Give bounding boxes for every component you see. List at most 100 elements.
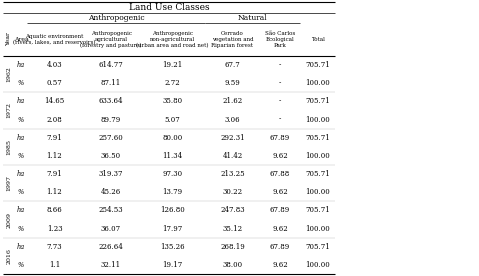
Text: 213.25: 213.25 — [220, 170, 245, 178]
Text: 247.83: 247.83 — [220, 206, 245, 214]
Text: 1.23: 1.23 — [46, 225, 62, 233]
Text: 9.62: 9.62 — [272, 261, 288, 269]
Text: 1.1: 1.1 — [49, 261, 60, 269]
Text: 32.11: 32.11 — [101, 261, 121, 269]
Text: Year: Year — [7, 33, 11, 46]
Text: 1985: 1985 — [7, 139, 11, 155]
Text: Anthropogenic
non-agricultural
(urban area and road net): Anthropogenic non-agricultural (urban ar… — [136, 31, 209, 48]
Text: 67.7: 67.7 — [225, 61, 240, 69]
Text: 2.08: 2.08 — [46, 116, 62, 124]
Text: 11.34: 11.34 — [162, 152, 182, 160]
Text: Aquatic environment
(rivers, lakes, and reservoirs): Aquatic environment (rivers, lakes, and … — [13, 34, 96, 45]
Text: 87.11: 87.11 — [101, 79, 121, 87]
Text: 319.37: 319.37 — [99, 170, 123, 178]
Text: 9.62: 9.62 — [272, 152, 288, 160]
Text: %: % — [18, 79, 24, 87]
Text: 135.26: 135.26 — [160, 243, 185, 251]
Text: 19.21: 19.21 — [162, 61, 182, 69]
Text: 9.62: 9.62 — [272, 225, 288, 233]
Text: 13.79: 13.79 — [162, 188, 182, 196]
Text: 705.71: 705.71 — [305, 170, 330, 178]
Text: 1.12: 1.12 — [46, 188, 62, 196]
Text: 705.71: 705.71 — [305, 97, 330, 105]
Text: 67.89: 67.89 — [270, 243, 290, 251]
Text: Land Use Classes: Land Use Classes — [129, 3, 209, 12]
Text: 633.64: 633.64 — [99, 97, 123, 105]
Text: 38.00: 38.00 — [222, 261, 242, 269]
Text: 0.57: 0.57 — [46, 79, 62, 87]
Text: 254.53: 254.53 — [99, 206, 123, 214]
Text: 19.17: 19.17 — [162, 261, 182, 269]
Text: 80.00: 80.00 — [162, 134, 182, 142]
Text: 100.00: 100.00 — [305, 116, 330, 124]
Text: 30.22: 30.22 — [222, 188, 242, 196]
Text: %: % — [18, 188, 24, 196]
Text: 1.12: 1.12 — [46, 152, 62, 160]
Text: -: - — [279, 97, 281, 105]
Text: 67.89: 67.89 — [270, 206, 290, 214]
Text: %: % — [18, 152, 24, 160]
Text: 67.89: 67.89 — [270, 134, 290, 142]
Text: 3.06: 3.06 — [225, 116, 240, 124]
Text: 705.71: 705.71 — [305, 206, 330, 214]
Text: 7.91: 7.91 — [46, 170, 62, 178]
Text: ha: ha — [17, 134, 25, 142]
Text: 705.71: 705.71 — [305, 243, 330, 251]
Text: Anthropogenic
agricultural
(forestry and pasture): Anthropogenic agricultural (forestry and… — [80, 31, 142, 48]
Text: 67.88: 67.88 — [270, 170, 290, 178]
Text: 9.59: 9.59 — [225, 79, 240, 87]
Text: 36.07: 36.07 — [101, 225, 121, 233]
Text: 2009: 2009 — [7, 211, 11, 227]
Text: %: % — [18, 225, 24, 233]
Text: -: - — [279, 61, 281, 69]
Text: Cerrado
vegetation and
Riparian forest: Cerrado vegetation and Riparian forest — [212, 31, 253, 47]
Text: -: - — [279, 116, 281, 124]
Text: ha: ha — [17, 206, 25, 214]
Text: ha: ha — [17, 61, 25, 69]
Text: Anthropogenic: Anthropogenic — [88, 14, 144, 22]
Text: 36.50: 36.50 — [101, 152, 121, 160]
Text: 100.00: 100.00 — [305, 79, 330, 87]
Text: Natural: Natural — [238, 14, 267, 22]
Text: 8.66: 8.66 — [46, 206, 62, 214]
Text: 45.26: 45.26 — [101, 188, 121, 196]
Text: 9.62: 9.62 — [272, 188, 288, 196]
Text: 2.72: 2.72 — [165, 79, 181, 87]
Text: 97.30: 97.30 — [162, 170, 182, 178]
Text: 100.00: 100.00 — [305, 152, 330, 160]
Text: Area: Area — [13, 37, 28, 42]
Text: 35.80: 35.80 — [162, 97, 182, 105]
Text: ha: ha — [17, 170, 25, 178]
Text: 2016: 2016 — [7, 248, 11, 264]
Text: 14.65: 14.65 — [45, 97, 65, 105]
Text: 705.71: 705.71 — [305, 134, 330, 142]
Text: 41.42: 41.42 — [222, 152, 243, 160]
Text: 1997: 1997 — [7, 175, 11, 191]
Text: 614.77: 614.77 — [99, 61, 124, 69]
Text: 89.79: 89.79 — [101, 116, 121, 124]
Text: 100.00: 100.00 — [305, 188, 330, 196]
Text: 100.00: 100.00 — [305, 225, 330, 233]
Text: 126.80: 126.80 — [160, 206, 185, 214]
Text: 7.73: 7.73 — [46, 243, 62, 251]
Text: 1962: 1962 — [7, 66, 11, 82]
Text: 257.60: 257.60 — [99, 134, 124, 142]
Text: %: % — [18, 261, 24, 269]
Text: 5.07: 5.07 — [165, 116, 181, 124]
Text: 4.03: 4.03 — [46, 61, 62, 69]
Text: Total: Total — [310, 37, 324, 42]
Text: 1972: 1972 — [7, 102, 11, 118]
Text: 21.62: 21.62 — [222, 97, 243, 105]
Text: 100.00: 100.00 — [305, 261, 330, 269]
Text: 705.71: 705.71 — [305, 61, 330, 69]
Text: %: % — [18, 116, 24, 124]
Text: 292.31: 292.31 — [220, 134, 245, 142]
Text: ha: ha — [17, 97, 25, 105]
Text: São Carlos
Ecological
Park: São Carlos Ecological Park — [265, 31, 295, 47]
Text: ha: ha — [17, 243, 25, 251]
Text: 226.64: 226.64 — [99, 243, 124, 251]
Text: 7.91: 7.91 — [46, 134, 62, 142]
Text: 17.97: 17.97 — [162, 225, 182, 233]
Text: 35.12: 35.12 — [222, 225, 242, 233]
Text: 268.19: 268.19 — [220, 243, 245, 251]
